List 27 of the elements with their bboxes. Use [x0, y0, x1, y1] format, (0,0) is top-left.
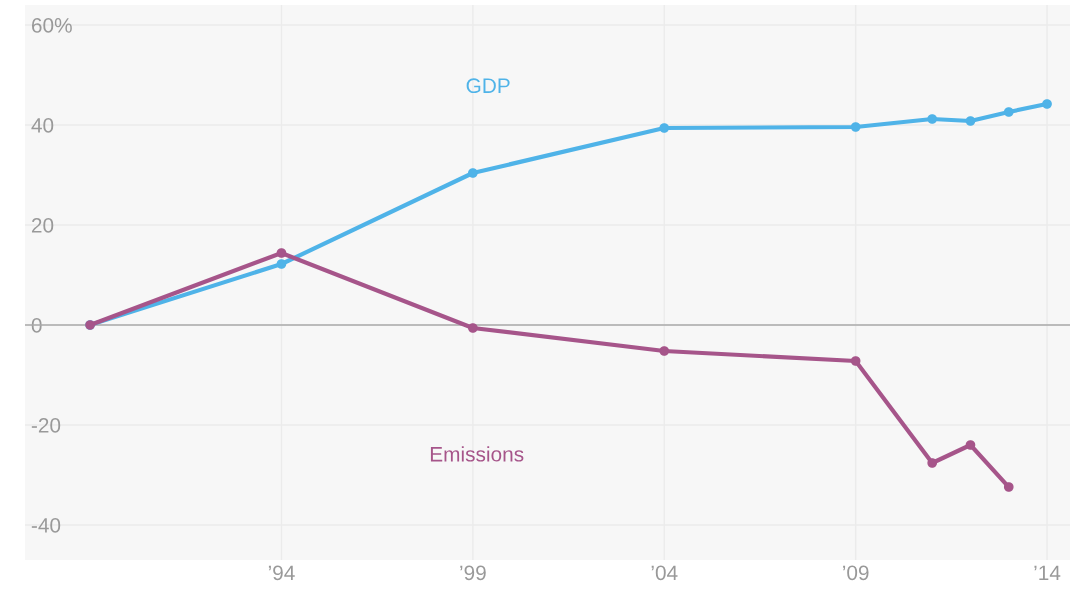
- y-tick-label: 20: [31, 218, 54, 233]
- y-tick-label: -20: [31, 418, 61, 433]
- point: [1003, 482, 1014, 492]
- point: [927, 114, 938, 124]
- point: [1003, 107, 1014, 117]
- point: [850, 356, 861, 366]
- x-tick-label: ’94: [268, 565, 295, 581]
- point: [659, 346, 670, 356]
- point: [850, 122, 861, 132]
- y-tick-label: -40: [31, 518, 61, 533]
- point: [467, 323, 478, 333]
- point: [467, 168, 478, 178]
- point: [276, 248, 287, 258]
- x-tick-label: ’04: [651, 565, 678, 581]
- x-tick-label: ’09: [843, 565, 869, 581]
- point: [1042, 99, 1052, 109]
- point: [965, 440, 976, 450]
- point: [965, 116, 976, 126]
- y-tick-label: 40: [31, 118, 54, 133]
- x-tick-label: ’14: [1034, 565, 1061, 580]
- text: GDP: [466, 78, 510, 94]
- point: [927, 458, 938, 468]
- point: [276, 259, 287, 269]
- point: [659, 123, 670, 133]
- y-tick-label: 60%: [31, 18, 72, 33]
- text: Emissions: [430, 446, 524, 462]
- x-tick-label: ’99: [460, 565, 486, 581]
